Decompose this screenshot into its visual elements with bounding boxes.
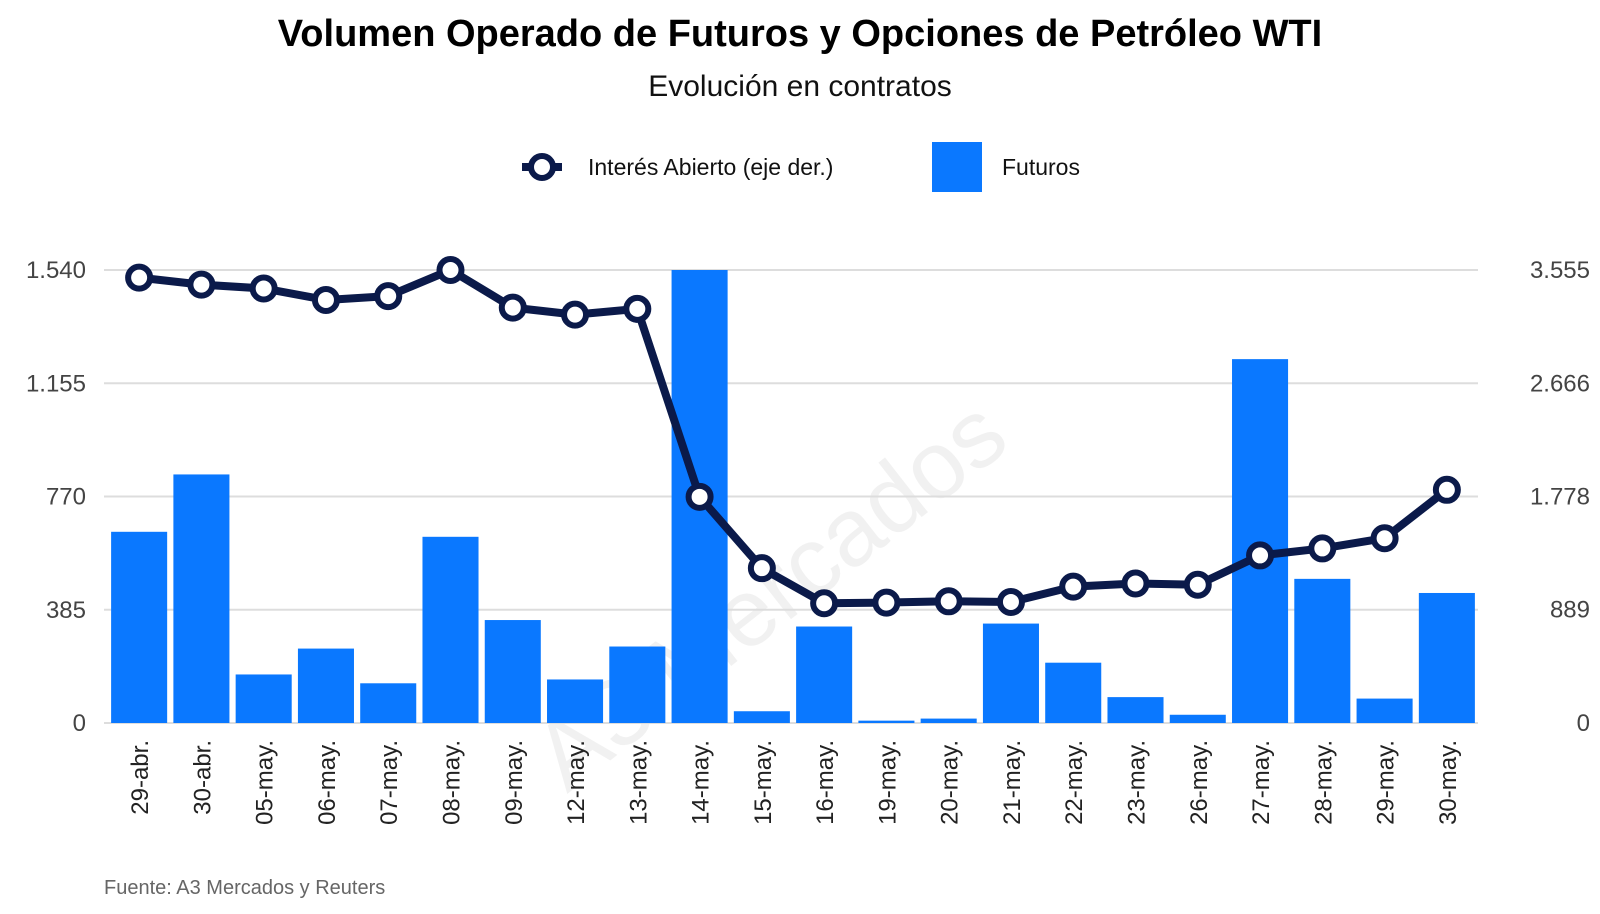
point-interes-abierto-30-abr. <box>187 270 216 299</box>
bar-futuros-23-may. <box>1107 697 1164 723</box>
legend-item-interes-abierto: Interés Abierto (eje der.) <box>522 153 833 181</box>
bar-futuros-21-may. <box>982 623 1039 723</box>
bar-series-futuros <box>111 270 1475 723</box>
x-tick-label: 27-may. <box>1248 740 1275 825</box>
point-interes-abierto-15-may. <box>747 554 776 583</box>
bar-futuros-08-may. <box>422 536 479 723</box>
point-interes-abierto-09-may. <box>498 293 527 322</box>
point-interes-abierto-16-may. <box>810 589 839 618</box>
bar-futuros-16-may. <box>796 626 853 723</box>
left-tick-label: 385 <box>46 597 86 624</box>
right-tick-label: 889 <box>1550 597 1590 624</box>
point-interes-abierto-08-may. <box>436 256 465 284</box>
point-interes-abierto-23-may. <box>1121 569 1150 598</box>
bar-futuros-09-may. <box>484 620 541 723</box>
x-tick-label: 20-may. <box>937 740 964 825</box>
x-tick-label: 15-may. <box>750 740 777 825</box>
legend-label-interes-abierto: Interés Abierto (eje der.) <box>588 154 833 180</box>
bar-futuros-12-may. <box>547 679 604 723</box>
x-tick-label: 28-may. <box>1310 740 1337 825</box>
source-note: Fuente: A3 Mercados y Reuters <box>104 877 385 899</box>
point-interes-abierto-13-may. <box>623 294 652 323</box>
x-tick-label: 06-may. <box>314 740 341 825</box>
left-tick-label: 1.155 <box>26 370 86 397</box>
bar-futuros-26-may. <box>1169 714 1226 723</box>
x-tick-label: 21-may. <box>999 740 1026 825</box>
bar-futuros-30-abr. <box>173 474 230 723</box>
x-tick-label: 30-may. <box>1435 740 1462 825</box>
point-interes-abierto-26-may. <box>1183 570 1212 599</box>
x-axis-ticks: 29-abr. 30-abr. 05-may. 06-may. 07-may. 08-ma… <box>127 740 1462 825</box>
bar-futuros-29-abr. <box>111 531 168 723</box>
bar-futuros-13-may. <box>609 646 666 723</box>
left-tick-label: 1.540 <box>26 257 86 284</box>
x-tick-label: 07-may. <box>376 740 403 825</box>
x-tick-label: 16-may. <box>812 740 839 825</box>
legend: Interés Abierto (eje der.) Futuros <box>522 142 1080 192</box>
x-tick-label: 12-may. <box>563 740 590 825</box>
point-interes-abierto-22-may. <box>1059 572 1088 601</box>
chart-subtitle: Evolución en contratos <box>648 70 952 103</box>
point-interes-abierto-21-may. <box>996 587 1025 616</box>
line-series-interes-abierto <box>125 256 1461 618</box>
x-tick-label: 23-may. <box>1124 740 1151 825</box>
x-tick-label: 14-may. <box>688 740 715 825</box>
right-tick-label: 1.778 <box>1530 483 1590 510</box>
point-interes-abierto-14-may. <box>685 482 714 511</box>
x-tick-label: 29-abr. <box>127 740 154 815</box>
bar-futuros-05-may. <box>235 674 292 723</box>
bar-futuros-20-may. <box>920 718 977 723</box>
bar-futuros-06-may. <box>297 648 354 723</box>
bar-futuros-19-may. <box>858 720 915 723</box>
right-tick-label: 3.555 <box>1530 257 1590 284</box>
x-tick-label: 05-may. <box>252 740 279 825</box>
x-tick-label: 26-may. <box>1186 740 1213 825</box>
x-tick-label: 09-may. <box>501 740 528 825</box>
point-interes-abierto-20-may. <box>934 587 963 616</box>
point-interes-abierto-30-may. <box>1432 475 1461 504</box>
right-tick-label: 0 <box>1577 710 1590 737</box>
point-interes-abierto-29-abr. <box>125 263 154 292</box>
bar-futuros-27-may. <box>1232 359 1289 723</box>
point-interes-abierto-19-may. <box>872 588 901 617</box>
left-axis-ticks: 0 385 770 1.155 1.540 <box>26 257 86 737</box>
point-interes-abierto-28-may. <box>1308 534 1337 563</box>
legend-label-futuros: Futuros <box>1002 154 1080 180</box>
point-interes-abierto-07-may. <box>374 282 403 311</box>
point-interes-abierto-27-may. <box>1246 541 1275 570</box>
bar-futuros-30-may. <box>1418 592 1475 723</box>
bar-futuros-07-may. <box>360 683 417 723</box>
x-tick-label: 13-may. <box>625 740 652 825</box>
x-tick-label: 22-may. <box>1061 740 1088 825</box>
point-interes-abierto-29-may. <box>1370 524 1399 553</box>
point-interes-abierto-12-may. <box>561 300 590 329</box>
legend-circle-marker <box>528 153 556 181</box>
legend-swatch-futuros <box>932 142 982 192</box>
x-tick-label: 30-abr. <box>189 740 216 815</box>
right-tick-label: 2.666 <box>1530 370 1590 397</box>
legend-item-futuros: Futuros <box>932 142 1080 192</box>
bar-futuros-22-may. <box>1045 662 1102 723</box>
line-interes-abierto <box>138 266 1450 608</box>
point-interes-abierto-06-may. <box>311 285 340 314</box>
x-tick-label: 08-may. <box>439 740 466 825</box>
x-tick-label: 29-may. <box>1373 740 1400 825</box>
right-axis-ticks: 0 889 1.778 2.666 3.555 <box>1530 257 1590 737</box>
left-tick-label: 770 <box>46 484 86 511</box>
bar-futuros-29-may. <box>1356 698 1413 723</box>
chart-title: Volumen Operado de Futuros y Opciones de… <box>278 13 1322 55</box>
x-tick-label: 19-may. <box>874 740 901 825</box>
bar-futuros-28-may. <box>1294 578 1351 723</box>
bar-futuros-15-may. <box>733 711 790 723</box>
left-tick-label: 0 <box>73 710 86 737</box>
point-interes-abierto-05-may. <box>249 274 278 303</box>
